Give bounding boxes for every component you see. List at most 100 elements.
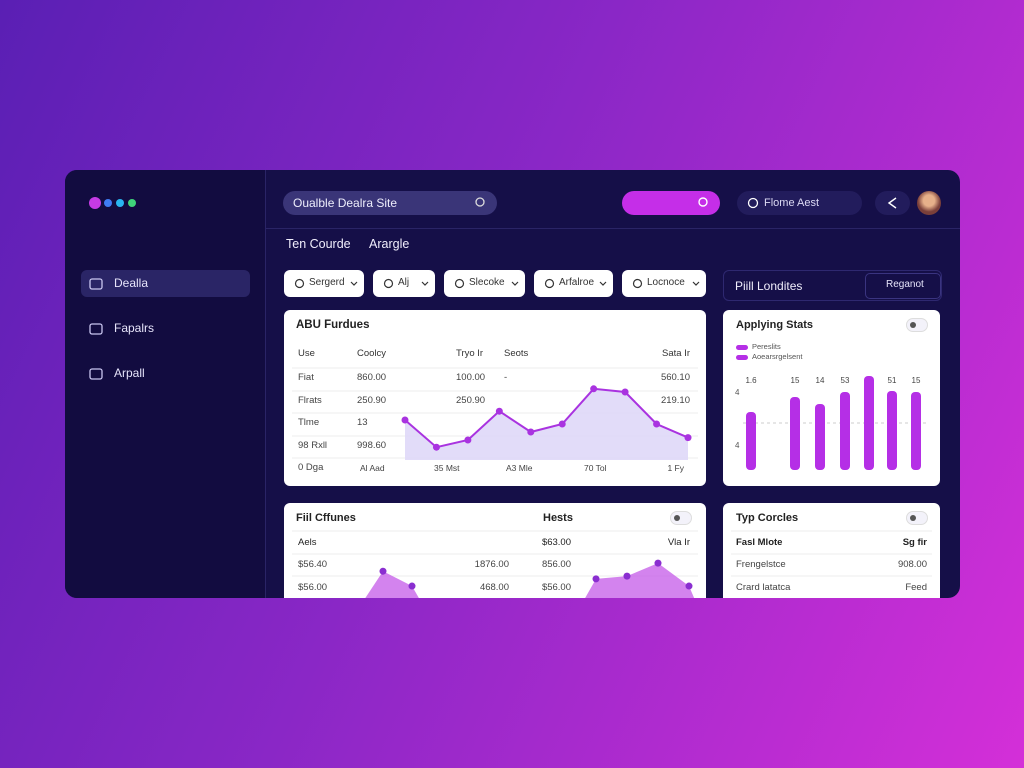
chart (350, 281, 358, 286)
table-cell: Feed (905, 582, 927, 593)
table-cell: 250.90 (456, 394, 486, 406)
column-header: Vla Ir (667, 537, 690, 548)
chip-icon (454, 278, 465, 289)
search-box[interactable]: Oualble Dealra Site (283, 191, 497, 215)
search-icon (475, 197, 485, 207)
point (495, 407, 503, 415)
nav-label: Fapalrs (114, 321, 155, 335)
chart (89, 278, 103, 290)
table-cell: Flrats (298, 394, 322, 406)
table-cell: 250.90 (357, 394, 387, 406)
card-heading: Hests (543, 512, 573, 524)
legend-label: Pereslits (752, 342, 781, 351)
point (432, 443, 440, 451)
column-header: Sata Ir (662, 348, 690, 359)
chip-label: Locnoce (647, 277, 685, 288)
filter-chip[interactable]: Arfalroe (534, 270, 613, 297)
avatar[interactable] (917, 191, 941, 215)
logo (89, 197, 136, 209)
chart (747, 197, 759, 209)
nav-label: Dealla (114, 276, 149, 290)
bar-label: 15 (790, 376, 800, 385)
point (653, 420, 661, 428)
area (365, 571, 419, 598)
nav-icon (89, 278, 103, 290)
column-header: Coolcy (357, 348, 387, 359)
column-header: Aels (298, 537, 317, 548)
table-cell: Frengelstce (736, 559, 786, 570)
chip-label: Alj (398, 277, 410, 288)
chart (292, 367, 698, 460)
table-cell: Tlme (298, 417, 320, 428)
point (685, 582, 693, 590)
x-label: A3 Mle (506, 463, 533, 473)
side-header: Piill Londites Reganot (723, 270, 942, 301)
chevron (599, 281, 607, 286)
filter-chip[interactable]: Alj (373, 270, 435, 297)
pill-button[interactable]: Flome Aest (737, 191, 862, 215)
bar-label: 15 (911, 376, 921, 385)
table-cell: 13 (357, 417, 368, 428)
chart (89, 368, 103, 380)
chevron (692, 281, 700, 286)
nav-item[interactable]: Fapalrs (81, 315, 250, 342)
nav-icon (89, 323, 103, 335)
table-cell: 998.60 (357, 439, 387, 451)
table-cell: $56.00 (298, 582, 328, 593)
search-text: Oualble Dealra Site (293, 196, 398, 210)
sidebar (65, 170, 266, 598)
share-button[interactable] (875, 191, 910, 215)
column-header: Seots (504, 348, 529, 359)
chart (692, 281, 700, 286)
table-cell: - (504, 372, 508, 383)
column-header: $63.00 (541, 537, 571, 548)
pill-text: Flome Aest (764, 197, 820, 209)
side-button[interactable]: Reganot (865, 273, 941, 299)
search-button[interactable] (622, 191, 720, 215)
card: Typ Corcles Fasl Mlote Sg fir Frengelstce 90… (723, 503, 940, 598)
side-button-label: Reganot (886, 279, 924, 290)
nav-item[interactable]: Dealla (81, 270, 250, 297)
column-header: Use (298, 348, 315, 359)
chevron (350, 281, 358, 286)
point (558, 420, 566, 428)
search-icon (698, 197, 708, 207)
chip-label: Arfalroe (559, 277, 595, 288)
chip-icon (383, 278, 394, 289)
legend-label: Aoearsrgelsent (752, 352, 803, 361)
filter-chip[interactable]: Sergerd (284, 270, 364, 297)
chart (475, 197, 485, 207)
chart (421, 281, 429, 286)
chart (698, 197, 708, 207)
point (623, 572, 631, 580)
chart (632, 278, 643, 289)
filter-chip[interactable]: Slecoke (444, 270, 525, 297)
x-label: Al Aad (360, 463, 385, 473)
point (592, 575, 600, 583)
point (654, 559, 662, 567)
chart (887, 197, 897, 209)
toggle-dot (910, 322, 916, 328)
tab[interactable]: Ten Courde (286, 237, 351, 251)
card-title: Fiil Cffunes (296, 512, 356, 524)
bar (864, 376, 874, 470)
bar-label: 53 (840, 376, 850, 385)
point (408, 582, 416, 590)
nav-item[interactable]: Arpall (81, 360, 250, 387)
tab[interactable]: Arargle (369, 237, 410, 251)
bar-label: 14 (815, 376, 825, 385)
x-label: 1 Fy (667, 463, 684, 473)
filter-chip[interactable]: Locnoce (622, 270, 706, 297)
table-cell: 468.00 (479, 582, 509, 593)
table-cell: 219.10 (660, 394, 690, 406)
table-cell: 908.00 (897, 559, 927, 570)
column-header: Fasl Mlote (736, 537, 783, 548)
chart (599, 281, 607, 286)
column-header: Tryo Ir (456, 348, 484, 359)
point (379, 567, 387, 575)
axis-caption: 0 Dga (298, 462, 324, 473)
chart (89, 323, 103, 335)
chart (731, 530, 932, 577)
area (585, 563, 695, 598)
table-cell: 1876.00 (474, 559, 509, 570)
